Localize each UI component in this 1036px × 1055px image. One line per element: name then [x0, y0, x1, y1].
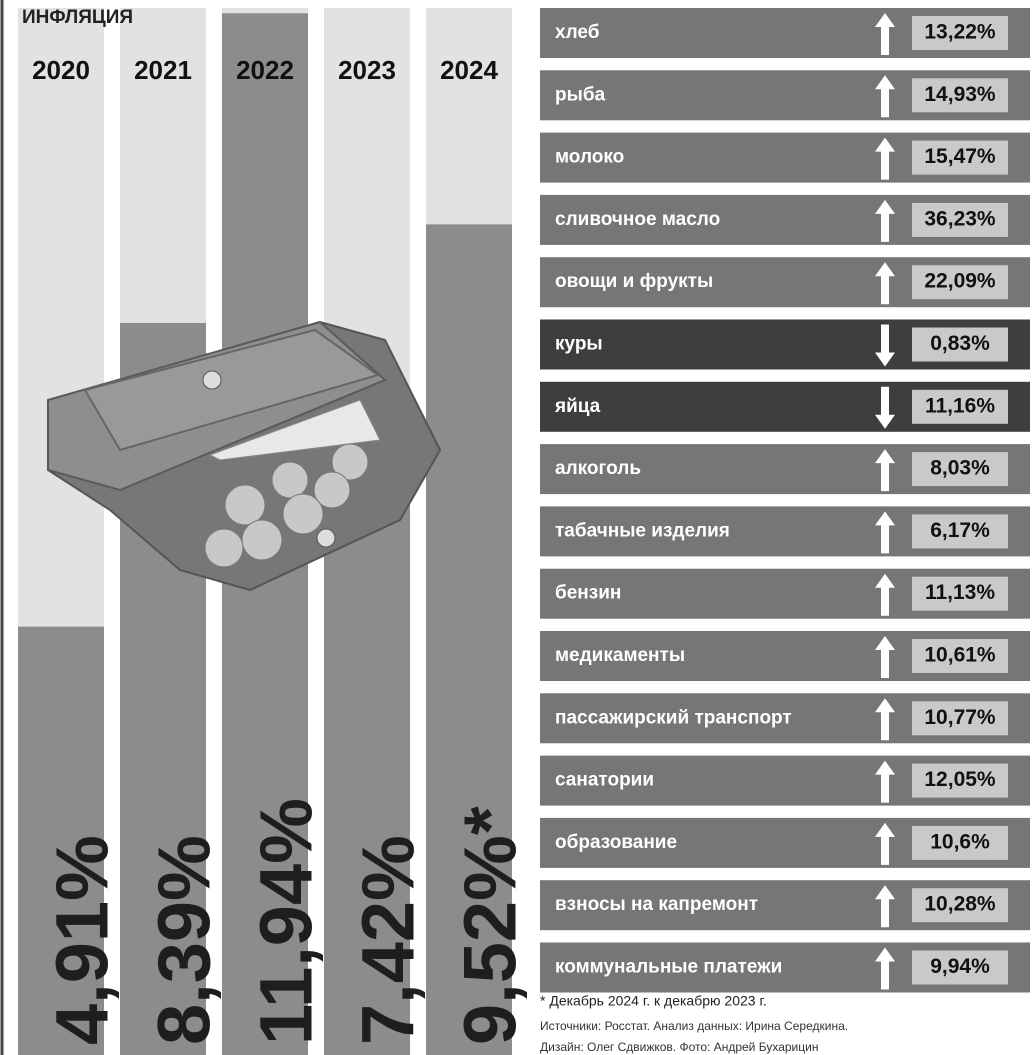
- change-box: [912, 78, 1008, 113]
- change-box: [912, 763, 1008, 798]
- item-label: яйца: [554, 396, 601, 417]
- direction-arrow: [875, 324, 895, 367]
- direction-arrow: [875, 636, 895, 678]
- change-box: [912, 327, 1008, 362]
- value-labels: 4,91% 8,39% 11,94% 7,42% 9,52%*: [41, 798, 532, 1045]
- item-label: бензин: [555, 583, 621, 604]
- item-label: куры: [555, 334, 603, 355]
- change-value: 36,23%: [924, 207, 996, 230]
- x-tick-label: 2020: [32, 55, 90, 85]
- change-value: 6,17%: [930, 519, 990, 542]
- item-label: хлеб: [555, 22, 599, 43]
- direction-arrow: [875, 449, 895, 492]
- direction-arrow: [875, 13, 895, 55]
- change-value: 15,47%: [924, 145, 996, 168]
- bar: [18, 626, 104, 1055]
- change-value: 13,22%: [924, 21, 996, 44]
- item-label: овощи и фрукты: [555, 271, 713, 292]
- change-value: 11,16%: [925, 394, 995, 417]
- x-tick-label: 2024: [440, 55, 498, 85]
- item-label: алкоголь: [555, 458, 641, 479]
- change-box: [912, 265, 1008, 300]
- direction-arrow: [875, 760, 895, 803]
- x-tick-label: 2021: [134, 55, 192, 85]
- value-label: 9,52%*: [449, 806, 532, 1045]
- sources: Источники: Росстат. Анализ данных: Ирина…: [540, 1019, 848, 1033]
- x-tick-label: 2023: [338, 55, 396, 85]
- change-box: [912, 701, 1008, 736]
- item-label: сливочное масло: [555, 209, 720, 230]
- credits: Дизайн: Олег Сдвижков. Фото: Андрей Буха…: [540, 1040, 818, 1054]
- change-box: [912, 825, 1008, 860]
- change-value: 10,28%: [924, 893, 996, 916]
- change-value: 12,05%: [924, 768, 996, 791]
- change-value: 0,83%: [930, 332, 990, 355]
- change-box: [912, 950, 1008, 985]
- direction-arrow: [875, 947, 895, 990]
- item-label: молоко: [555, 147, 624, 168]
- item-label: санатории: [555, 770, 654, 791]
- change-value: 10,6%: [930, 830, 990, 853]
- direction-arrow: [875, 511, 895, 554]
- price-table: хлеб 13,22% рыба 14,93% молоко 15,47% сливочно…: [540, 8, 1030, 993]
- direction-arrow: [875, 698, 895, 741]
- item-label: образование: [555, 832, 677, 853]
- value-label: 11,94%: [245, 798, 328, 1045]
- value-label: 8,39%: [143, 835, 226, 1045]
- item-label: рыба: [555, 84, 606, 105]
- item-label: табачные изделия: [555, 520, 730, 541]
- item-label: медикаменты: [555, 645, 685, 666]
- wallet-photo: [46, 320, 442, 592]
- direction-arrow: [875, 75, 895, 118]
- footnote: * Декабрь 2024 г. к декабрю 2023 г.: [540, 993, 767, 1009]
- change-box: [912, 888, 1008, 923]
- direction-arrow: [875, 885, 895, 928]
- direction-arrow: [875, 199, 895, 242]
- change-box: [912, 576, 1008, 611]
- item-label: взносы на капремонт: [555, 894, 758, 915]
- change-value: 10,61%: [924, 644, 996, 667]
- chart-title: ИНФЛЯЦИЯ: [22, 7, 133, 28]
- bar: [426, 224, 512, 1055]
- x-tick-label: 2022: [236, 55, 294, 85]
- change-box: [912, 514, 1008, 549]
- change-box: [912, 452, 1008, 487]
- value-label: 7,42%: [347, 835, 430, 1045]
- change-box: [912, 202, 1008, 237]
- change-value: 8,03%: [930, 457, 990, 480]
- change-value: 11,13%: [925, 581, 995, 604]
- change-box: [912, 16, 1008, 50]
- direction-arrow: [875, 262, 895, 305]
- change-value: 9,94%: [930, 955, 990, 978]
- direction-arrow: [875, 822, 895, 865]
- direction-arrow: [875, 573, 895, 616]
- value-label: 4,91%: [41, 835, 124, 1045]
- change-value: 22,09%: [924, 270, 996, 293]
- item-label: коммунальные платежи: [555, 957, 782, 978]
- change-box: [912, 389, 1008, 424]
- item-label: пассажирский транспорт: [555, 707, 792, 728]
- direction-arrow: [875, 386, 895, 429]
- change-value: 14,93%: [924, 83, 996, 106]
- change-box: [912, 140, 1008, 175]
- change-value: 10,77%: [924, 706, 996, 729]
- direction-arrow: [875, 137, 895, 180]
- change-box: [912, 639, 1008, 673]
